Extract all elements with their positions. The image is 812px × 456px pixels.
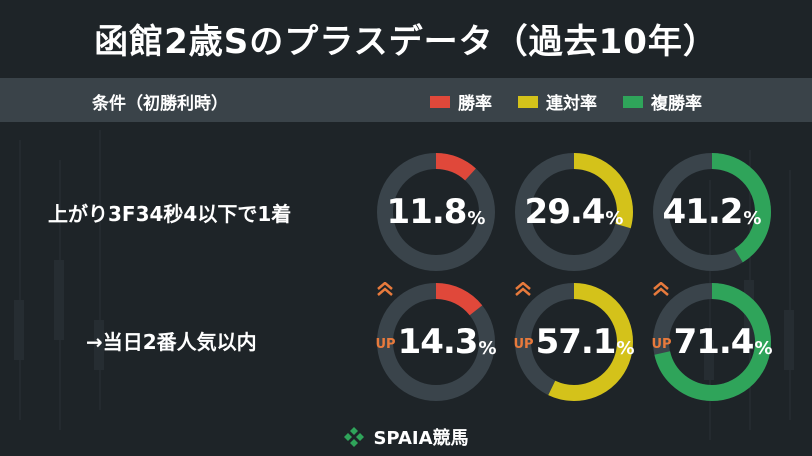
donut-label: 11.8 %: [376, 152, 496, 272]
legend-item-quinella-rate: 連対率: [518, 89, 597, 114]
donut-ring: [377, 153, 495, 271]
double-chevron-up-icon: [377, 282, 393, 296]
donut-win-rate-row1: 11.8 %: [376, 152, 496, 272]
donut-label: UP 14.3 %: [375, 282, 497, 402]
up-badge: UP: [375, 282, 396, 352]
donut-arc: [653, 153, 771, 271]
percent-sign: %: [467, 207, 486, 229]
donut-ring: [515, 283, 633, 401]
legend-swatch-red: [430, 95, 450, 108]
donut-arc: [515, 153, 633, 271]
donut-label: UP 57.1 %: [513, 282, 635, 402]
rate-value: 71.4: [673, 322, 755, 362]
up-label: UP: [513, 336, 534, 352]
percent-sign: %: [605, 207, 624, 229]
header-bar: 条件（初勝利時） 勝率 連対率 複勝率: [0, 78, 812, 122]
percent-sign: %: [478, 337, 497, 359]
legend-item-place-rate: 複勝率: [623, 89, 702, 114]
legend: 勝率 連対率 複勝率: [430, 89, 702, 114]
percent-sign: %: [616, 337, 635, 359]
donut-quinella-rate-row1: 29.4 %: [514, 152, 634, 272]
donut-label: UP 71.4 %: [651, 282, 773, 402]
up-label: UP: [375, 336, 396, 352]
legend-label: 連対率: [546, 94, 597, 114]
row-label-condition-1: 上がり3F34秒4以下で1着: [48, 202, 292, 226]
donut-ring: [653, 283, 771, 401]
page-title: 函館2歳Sのプラスデータ（過去10年）: [94, 22, 718, 62]
donut-win-rate-row2: UP 14.3 %: [375, 282, 497, 402]
row-label-condition-2: →当日2番人気以内: [86, 330, 257, 354]
footer-brand: SPAIA競馬: [373, 428, 469, 449]
donut-label: 41.2 %: [652, 152, 772, 272]
donut-place-rate-row2: UP 71.4 %: [651, 282, 773, 402]
donut-arc: [377, 153, 495, 271]
donut-ring: [653, 153, 771, 271]
double-chevron-up-icon: [653, 282, 669, 296]
up-badge: UP: [651, 282, 672, 352]
percent-sign: %: [754, 337, 773, 359]
spaia-logo-icon: [344, 427, 365, 447]
legend-item-win-rate: 勝率: [430, 89, 492, 114]
donut-ring: [515, 153, 633, 271]
donut-ring: [377, 283, 495, 401]
donut-label: 29.4 %: [514, 152, 634, 272]
legend-label: 勝率: [458, 94, 492, 114]
rate-value: 41.2: [662, 192, 744, 232]
donut-arc: [653, 283, 771, 401]
up-label: UP: [651, 336, 672, 352]
legend-swatch-yellow: [518, 95, 538, 108]
up-badge: UP: [513, 282, 534, 352]
percent-sign: %: [743, 207, 762, 229]
footer: SPAIA競馬: [0, 424, 812, 450]
legend-swatch-green: [623, 95, 643, 108]
rate-value: 29.4: [524, 192, 606, 232]
rate-value: 57.1: [535, 322, 617, 362]
rate-value: 11.8: [386, 192, 468, 232]
condition-label: 条件（初勝利時）: [92, 94, 228, 114]
donut-arc: [515, 283, 633, 401]
donut-place-rate-row1: 41.2 %: [652, 152, 772, 272]
donut-arc: [377, 283, 495, 401]
double-chevron-up-icon: [515, 282, 531, 296]
legend-label: 複勝率: [651, 94, 702, 114]
donut-quinella-rate-row2: UP 57.1 %: [513, 282, 635, 402]
rate-value: 14.3: [397, 322, 479, 362]
